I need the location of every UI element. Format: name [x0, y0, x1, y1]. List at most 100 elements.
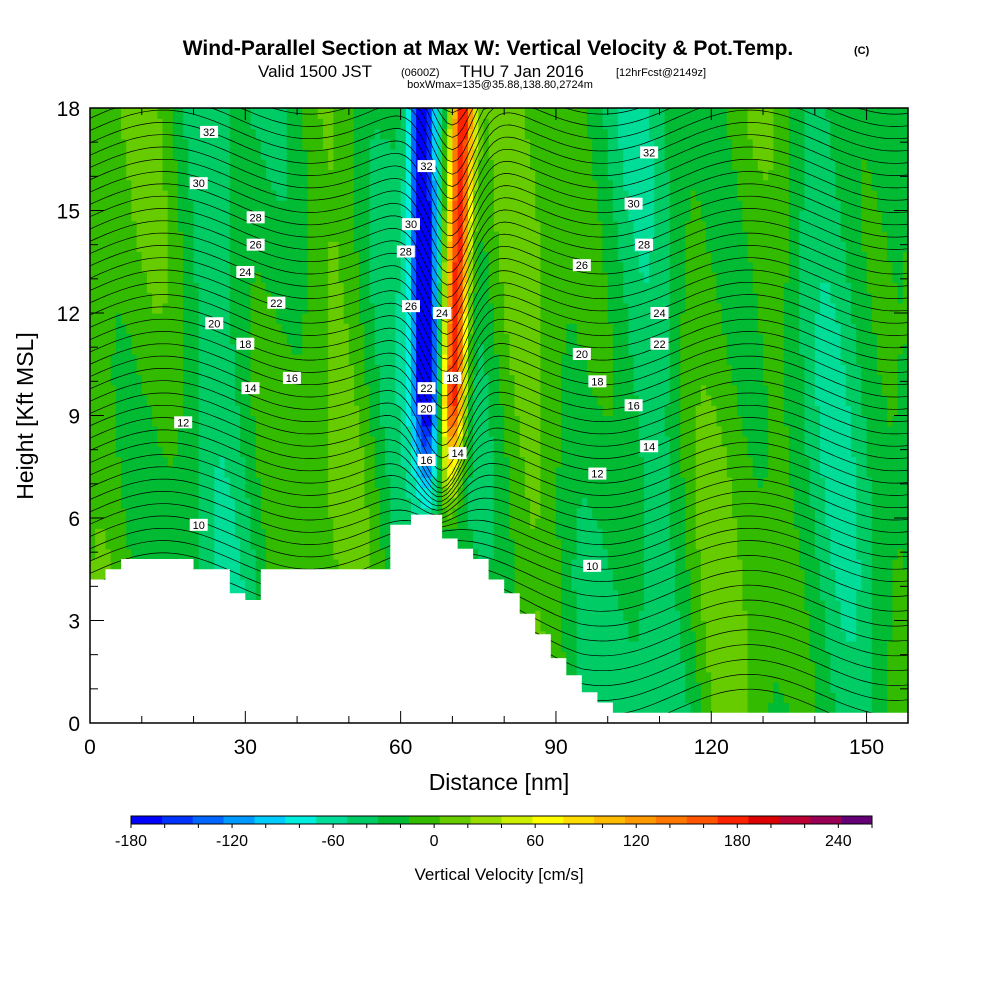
- y-axis: 0 3 6 9 12 15 18: [57, 98, 908, 736]
- colorbar-swatch: [841, 816, 873, 824]
- contour-label: 14: [448, 447, 467, 460]
- y-axis-title: Height [Kft MSL]: [12, 332, 38, 499]
- colorbar-swatch: [501, 816, 533, 824]
- valid-time-label: Valid 1500 JST: [258, 62, 372, 81]
- contour-label: 20: [205, 317, 224, 330]
- colorbar-swatch: [161, 816, 194, 824]
- contour-label: 32: [417, 160, 436, 173]
- contour-label: 18: [443, 371, 462, 385]
- colorbar-swatch: [254, 816, 286, 824]
- contour-label-text: 20: [576, 349, 588, 361]
- contour-label: 26: [401, 300, 420, 313]
- contour-label: 18: [588, 375, 607, 388]
- contour-label: 30: [189, 177, 208, 190]
- colorbar-swatch: [408, 816, 441, 824]
- terrain-mask: [90, 514, 908, 723]
- colorbar: -180 -120 -60 0 60 120 180 240: [115, 815, 873, 850]
- contour-label-text: 32: [643, 147, 655, 159]
- valid-date-label: THU 7 Jan 2016: [460, 62, 584, 81]
- x-tick-label: 60: [389, 736, 412, 759]
- contour-label: 14: [241, 382, 260, 395]
- y-tick-label: 6: [68, 508, 80, 531]
- contour-label: 12: [588, 467, 607, 481]
- contour-label: 20: [572, 348, 591, 361]
- contour-label-text: 30: [193, 178, 205, 190]
- colorbar-tick-label: 120: [623, 833, 650, 850]
- colorbar-tick-label: -120: [216, 833, 248, 850]
- colorbar-swatch: [563, 816, 595, 824]
- contour-label-text: 16: [627, 400, 639, 412]
- colorbar-swatch: [779, 816, 811, 824]
- colorbar-swatch: [378, 816, 410, 824]
- contour-label: 32: [640, 146, 659, 159]
- contour-label-text: 24: [239, 267, 251, 279]
- contour-label-text: 16: [286, 373, 298, 385]
- contour-label: 28: [396, 245, 415, 259]
- x-axis: 0 30 60 90 120 150: [84, 108, 884, 759]
- contour-label: 10: [583, 559, 602, 573]
- colorbar-swatch: [594, 816, 626, 824]
- contour-label-text: 20: [420, 404, 432, 416]
- colorbar-swatch: [470, 816, 502, 824]
- contour-label-text: 10: [193, 520, 205, 532]
- contour-label: 28: [246, 211, 265, 224]
- contour-label-text: 18: [239, 339, 251, 351]
- colorbar-swatch: [532, 816, 564, 824]
- x-axis-title: Distance [nm]: [429, 769, 570, 795]
- contour-label-text: 24: [653, 308, 665, 320]
- chart-title: Wind-Parallel Section at Max W: Vertical…: [183, 37, 794, 60]
- colorbar-swatch: [686, 816, 718, 824]
- contour-label: 18: [236, 337, 255, 351]
- contour-label-text: 26: [405, 301, 417, 313]
- contour-label-text: 14: [643, 441, 655, 453]
- contour-label-text: 22: [270, 298, 282, 310]
- contour-label: 10: [189, 518, 208, 532]
- contour-label: 28: [634, 238, 653, 252]
- y-tick-label: 15: [57, 201, 80, 224]
- x-tick-label: 150: [849, 736, 884, 759]
- contour-label-text: 14: [244, 383, 256, 395]
- colorbar-tick-label: 240: [825, 833, 852, 850]
- contour-label: 14: [640, 440, 659, 453]
- forecast-label: [12hrFcst@2149z]: [616, 67, 706, 79]
- colorbar-tick-label: -180: [115, 833, 147, 850]
- colorbar-tick-label: 0: [430, 833, 439, 850]
- colorbar-swatch: [223, 816, 255, 824]
- colorbar-tick-label: 60: [526, 833, 544, 850]
- colorbar-swatch: [316, 816, 348, 824]
- y-tick-label: 12: [57, 303, 80, 326]
- contour-label: 30: [624, 197, 643, 211]
- valid-utc-label: (0600Z): [401, 67, 440, 79]
- colorbar-swatch: [347, 816, 379, 824]
- colorbar-swatch: [285, 816, 317, 824]
- contour-label: 22: [417, 382, 436, 395]
- colorbar-swatch: [748, 816, 780, 824]
- contour-label-text: 30: [627, 199, 639, 211]
- contour-label: 24: [236, 266, 255, 279]
- contour-label-text: 18: [591, 376, 603, 388]
- contour-label: 22: [650, 337, 669, 351]
- contour-label: 26: [572, 259, 591, 272]
- contour-label-text: 22: [653, 339, 665, 351]
- colorbar-swatch: [439, 816, 471, 824]
- contour-label: 20: [417, 402, 436, 416]
- colorbar-tick-label: 180: [724, 833, 751, 850]
- y-tick-label: 0: [68, 713, 80, 736]
- contour-label-text: 12: [177, 417, 189, 429]
- y-tick-label: 9: [68, 406, 80, 429]
- contour-label-group: 32 30 28 26 24 22 20 18 16 14 12 10 32 30 28 26 24 22 20 18…: [174, 125, 669, 573]
- colorbar-swatch: [655, 816, 688, 824]
- contour-label-text: 26: [250, 240, 262, 252]
- contour-label: 30: [401, 218, 420, 231]
- boxwmax-label: boxWmax=135@35.88,138.80,2724m: [407, 79, 593, 91]
- colorbar-tick-label: -60: [322, 833, 345, 850]
- contour-label-text: 32: [203, 127, 215, 139]
- contour-label: 16: [624, 399, 643, 412]
- contour-label-text: 20: [208, 318, 220, 330]
- colorbar-swatch: [131, 816, 163, 824]
- contour-label: 26: [246, 238, 265, 252]
- contour-label-text: 30: [405, 219, 417, 231]
- contour-label: 24: [650, 307, 669, 320]
